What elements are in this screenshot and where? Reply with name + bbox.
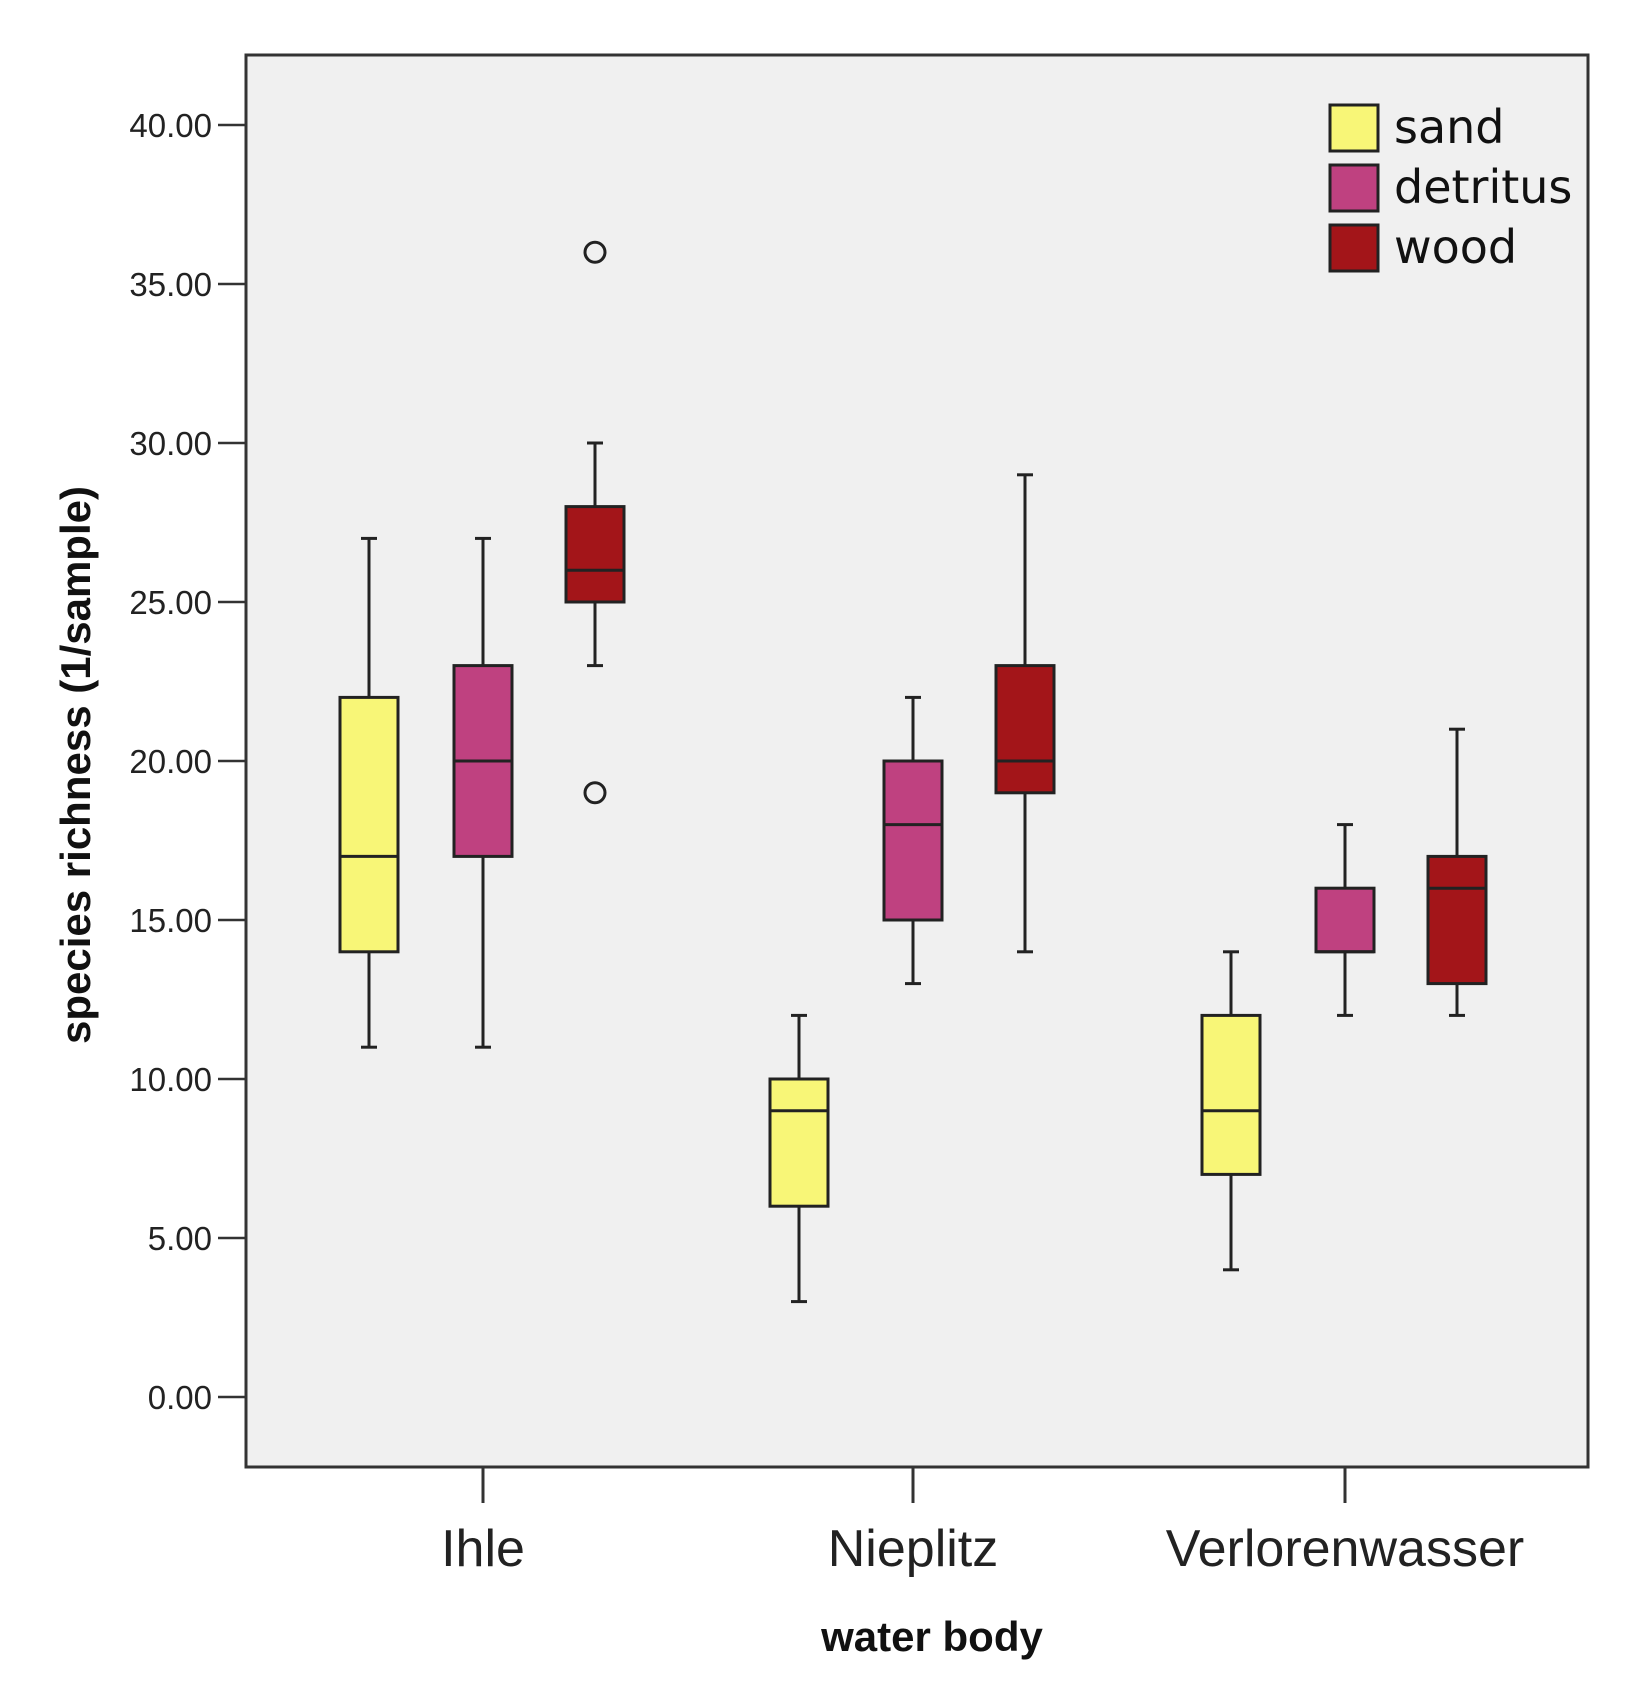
x-axis-title: water body bbox=[820, 1613, 1043, 1660]
y-tick-label: 30.00 bbox=[129, 425, 212, 462]
legend-swatch-sand bbox=[1328, 103, 1380, 153]
legend-swatch-wood bbox=[1328, 223, 1380, 273]
box-rect bbox=[994, 664, 1056, 795]
y-tick-label: 35.00 bbox=[129, 266, 212, 303]
box-wood bbox=[1426, 727, 1488, 1017]
y-axis: 0.00 5.00 10.00 15.00 20.00 25.00 30.00 35.00 40… bbox=[129, 107, 246, 1416]
legend-label-sand: sand bbox=[1394, 100, 1505, 154]
y-axis-title: species richness (1/sample) bbox=[52, 486, 99, 1044]
box-wood bbox=[994, 473, 1056, 954]
x-axis: Ihle Nieplitz Verlorenwasser bbox=[441, 1467, 1524, 1578]
y-tick-label: 0.00 bbox=[148, 1379, 212, 1416]
x-category-label: Nieplitz bbox=[828, 1520, 999, 1578]
box-groups bbox=[338, 240, 1488, 1304]
legend-label-wood: wood bbox=[1394, 220, 1517, 274]
box-rect bbox=[768, 1077, 830, 1208]
box-rect bbox=[1200, 1013, 1262, 1176]
box-rect bbox=[882, 759, 944, 922]
outlier-point bbox=[583, 781, 607, 805]
box-sand bbox=[768, 1013, 830, 1304]
box-detritus bbox=[1314, 823, 1376, 1017]
y-tick-label: 25.00 bbox=[129, 584, 212, 621]
y-tick-label: 40.00 bbox=[129, 107, 212, 144]
y-tick-label: 20.00 bbox=[129, 743, 212, 780]
x-category-label: Verlorenwasser bbox=[1166, 1520, 1524, 1578]
box-sand bbox=[338, 536, 400, 1049]
y-tick-label: 5.00 bbox=[148, 1220, 212, 1257]
y-tick-label: 10.00 bbox=[129, 1061, 212, 1098]
box-detritus bbox=[882, 695, 944, 986]
box-rect bbox=[1314, 886, 1376, 954]
outlier-point bbox=[583, 240, 607, 264]
y-tick-label: 15.00 bbox=[129, 902, 212, 939]
x-category-label: Ihle bbox=[441, 1520, 525, 1578]
box-sand bbox=[1200, 950, 1262, 1272]
legend-swatch-detritus bbox=[1328, 163, 1380, 213]
box-rect bbox=[1426, 854, 1488, 986]
box-rect bbox=[338, 695, 400, 954]
box-wood bbox=[564, 240, 626, 805]
box-detritus bbox=[452, 536, 514, 1049]
legend: sand detritus wood bbox=[1328, 100, 1572, 274]
box-rect bbox=[564, 505, 626, 604]
legend-label-detritus: detritus bbox=[1394, 160, 1572, 214]
